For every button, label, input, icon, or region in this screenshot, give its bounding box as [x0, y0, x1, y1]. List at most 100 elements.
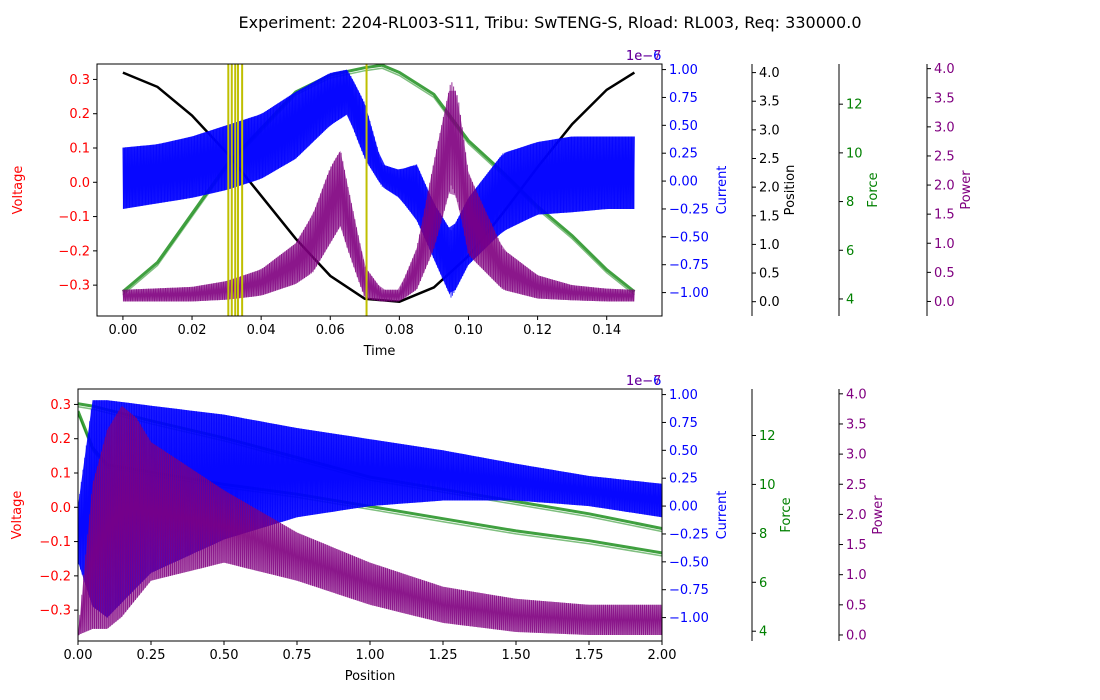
voltage-tick-label: −0.3 [39, 604, 71, 619]
position-tick-label: 3.5 [759, 95, 780, 110]
x-tick-label: 0.14 [592, 323, 621, 338]
power-offset-label: 1e−7 [626, 49, 661, 64]
current-tick-label: −0.50 [669, 230, 709, 245]
force-tick-label: 10 [846, 146, 863, 161]
voltage-tick-label: −0.2 [58, 244, 90, 259]
position-tick-label: 2.0 [759, 181, 780, 196]
current-tick-label: 0.50 [669, 119, 698, 134]
current-series-0-band [122, 69, 635, 294]
power-tick-label: 4.0 [934, 62, 955, 77]
voltage-tick-label: 0.0 [50, 501, 71, 516]
x-axis-label: Time [363, 344, 396, 359]
force-tick-label: 4 [759, 625, 767, 640]
x-tick-label: 0.00 [64, 648, 93, 663]
power-tick-label: 1.0 [846, 568, 867, 583]
voltage-tick-label: 0.3 [50, 398, 71, 413]
x-tick-label: 0.02 [178, 323, 207, 338]
power-axis-label: Power [959, 170, 974, 210]
x-tick-label: 0.10 [454, 323, 483, 338]
power-offset-label: 1e−7 [626, 374, 661, 389]
current-offset-label: 1e−6 [626, 49, 661, 64]
current-offset-label: 1e−6 [626, 374, 661, 389]
voltage-tick-label: 0.2 [50, 432, 71, 447]
power-tick-label: 0.5 [846, 598, 867, 613]
x-axis-label: Position [345, 669, 396, 684]
current-tick-label: 0.25 [669, 472, 698, 487]
current-tick-label: 0.00 [669, 175, 698, 190]
force-axis-label: Force [866, 172, 881, 207]
plot-data [121, 64, 636, 316]
voltage-tick-label: −0.1 [58, 210, 90, 225]
current-tick-label: −0.25 [669, 202, 709, 217]
current-tick-label: 1.00 [669, 388, 698, 403]
voltage-tick-label: 0.1 [69, 142, 90, 157]
voltage-tick-label: −0.1 [39, 535, 71, 550]
current-axis-label: Current [715, 166, 730, 215]
axes-frame [96, 63, 663, 317]
power-tick-label: 2.5 [934, 149, 955, 164]
x-tick-label: 2.00 [648, 648, 677, 663]
voltage-tick-label: −0.3 [58, 279, 90, 294]
x-tick-label: 0.12 [523, 323, 552, 338]
x-tick-label: 1.75 [575, 648, 604, 663]
plot-data [78, 400, 662, 636]
top-plot: 0.00 0.02 0.04 0.06 0.08 0.10 0.12 0.14Time−0.3… [11, 49, 974, 359]
x-tick-label: 1.00 [356, 648, 385, 663]
voltage-tick-label: 0.3 [69, 73, 90, 88]
power-tick-label: 3.5 [934, 91, 955, 106]
bottom-plot: 0.00 0.25 0.50 0.75 1.00 1.25 1.50 1.75 2.00 Posi… [10, 374, 886, 684]
current-tick-label: −0.25 [669, 527, 709, 542]
x-tick-label: 0.25 [137, 648, 166, 663]
voltage-tick-label: 0.1 [50, 467, 71, 482]
current-tick-label: 0.75 [669, 91, 698, 106]
current-tick-label: −0.75 [669, 258, 709, 273]
voltage-tick-label: 0.2 [69, 107, 90, 122]
position-tick-label: 1.5 [759, 209, 780, 224]
power-series-1-trace [78, 406, 662, 636]
x-tick-label: 1.50 [502, 648, 531, 663]
x-tick-label: 0.08 [385, 323, 414, 338]
position-tick-label: 4.0 [759, 66, 780, 81]
power-tick-label: 3.0 [934, 120, 955, 135]
force-tick-label: 12 [759, 429, 776, 444]
current-series-0-trace [122, 69, 635, 298]
voltage-tick-label: 0.0 [69, 176, 90, 191]
force-tick-label: 8 [846, 195, 854, 210]
position-tick-label: 2.5 [759, 152, 780, 167]
power-tick-label: 2.0 [846, 508, 867, 523]
x-tick-label: 0.04 [247, 323, 276, 338]
power-tick-label: 3.0 [846, 448, 867, 463]
current-tick-label: 0.00 [669, 500, 698, 515]
current-tick-label: 1.00 [669, 63, 698, 78]
power-tick-label: 0.0 [934, 295, 955, 310]
x-tick-label: 0.00 [108, 323, 137, 338]
current-tick-label: −0.75 [669, 583, 709, 598]
power-series-0-trace [122, 82, 635, 302]
power-tick-label: 0.5 [934, 266, 955, 281]
power-tick-label: 1.0 [934, 237, 955, 252]
power-tick-label: 1.5 [846, 538, 867, 553]
voltage-axis-label: Voltage [10, 491, 25, 540]
force-tick-label: 8 [759, 527, 767, 542]
current-axis-label: Current [715, 491, 730, 540]
x-tick-label: 0.50 [210, 648, 239, 663]
power-tick-label: 2.0 [934, 179, 955, 194]
x-tick-label: 0.06 [316, 323, 345, 338]
current-tick-label: 0.25 [669, 147, 698, 162]
figure-title: Experiment: 2204-RL003-S11, Tribu: SwTEN… [238, 13, 861, 32]
force-tick-label: 12 [846, 98, 863, 113]
power-tick-label: 0.0 [846, 628, 867, 643]
position-tick-label: 1.0 [759, 238, 780, 253]
current-tick-label: −0.50 [669, 555, 709, 570]
current-tick-label: −1.00 [669, 611, 709, 626]
power-axis-label: Power [871, 495, 886, 535]
position-axis-label: Position [783, 165, 798, 216]
current-tick-label: −1.00 [669, 286, 709, 301]
position-tick-label: 3.0 [759, 123, 780, 138]
x-tick-label: 0.75 [283, 648, 312, 663]
force-tick-label: 10 [759, 478, 776, 493]
force-tick-label: 6 [759, 576, 767, 591]
force-axis-label: Force [779, 497, 794, 532]
power-tick-label: 2.5 [846, 478, 867, 493]
